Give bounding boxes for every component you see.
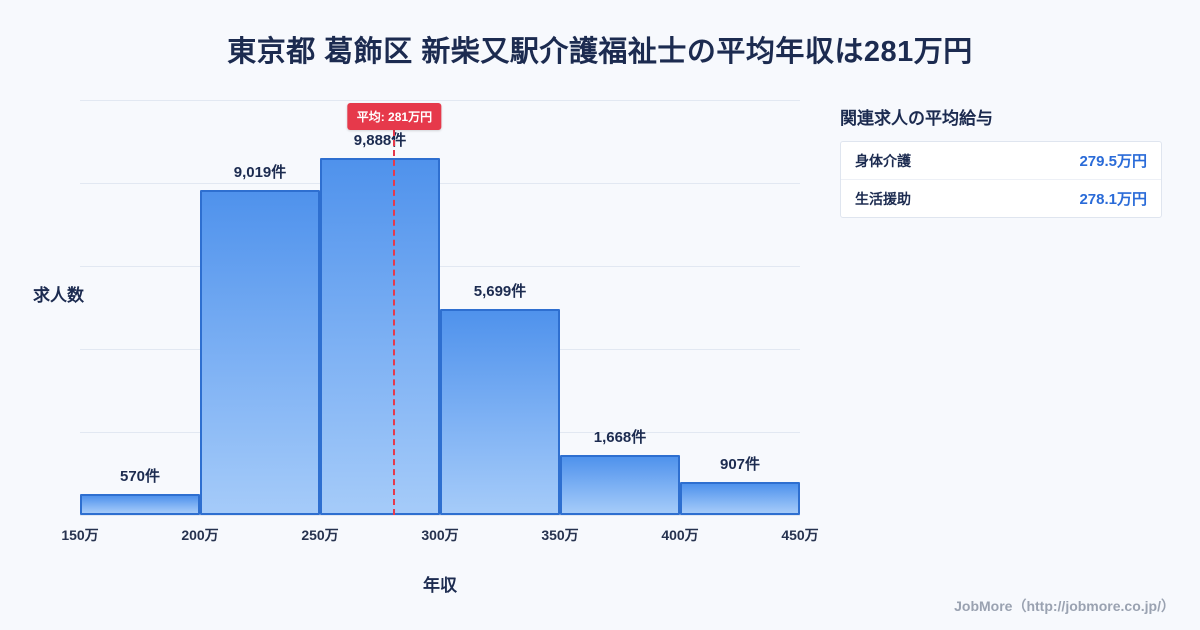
histogram-bar: [200, 190, 320, 515]
x-axis-tick: 450万: [781, 527, 819, 543]
gridline: [80, 100, 800, 101]
related-job-label: 身体介護: [855, 152, 911, 169]
bar-value-label: 570件: [119, 468, 161, 485]
average-badge: 平均: 281万円: [347, 103, 442, 130]
related-jobs-heading: 関連求人の平均給与: [840, 109, 993, 128]
related-job-label: 生活援助: [855, 190, 911, 207]
histogram-bar: [680, 482, 800, 515]
related-job-value: 279.5万円: [1079, 153, 1147, 170]
bar-value-label: 9,888件: [353, 132, 407, 149]
gridline: [80, 266, 800, 267]
bar-value-label: 907件: [719, 456, 761, 473]
related-job-value: 278.1万円: [1079, 191, 1147, 208]
bar-value-label: 1,668件: [593, 429, 647, 446]
histogram-bar: [80, 494, 200, 515]
average-line: [393, 130, 396, 515]
bar-value-label: 5,699件: [473, 283, 527, 300]
x-axis-tick: 250万: [301, 527, 339, 543]
histogram-bar: [440, 309, 560, 515]
page-title: 東京都 葛飾区 新柴又駅介護福祉士の平均年収は281万円: [227, 36, 973, 68]
bar-value-label: 9,019件: [233, 164, 287, 181]
footer-credit: JobMore（http://jobmore.co.jp/）: [954, 598, 1175, 614]
related-job-row: 身体介護 279.5万円: [841, 142, 1161, 180]
histogram-bar: [320, 158, 440, 515]
x-axis-tick: 400万: [661, 527, 699, 543]
histogram-plot: 570件 9,019件 9,888件 5,699件 1,668件 907件 150万 200万…: [61, 100, 819, 543]
x-axis-tick: 350万: [541, 527, 579, 543]
histogram-bar: [560, 455, 680, 515]
x-axis-label: 年収: [423, 576, 457, 595]
related-job-row: 生活援助 278.1万円: [841, 180, 1161, 217]
gridline: [80, 183, 800, 184]
x-axis-tick: 300万: [421, 527, 459, 543]
gridline: [80, 515, 800, 516]
x-axis-tick: 200万: [181, 527, 219, 543]
y-axis-label: 求人数: [33, 286, 84, 305]
related-jobs-table: 身体介護 279.5万円生活援助 278.1万円: [840, 141, 1162, 218]
x-axis-tick: 150万: [61, 527, 99, 543]
